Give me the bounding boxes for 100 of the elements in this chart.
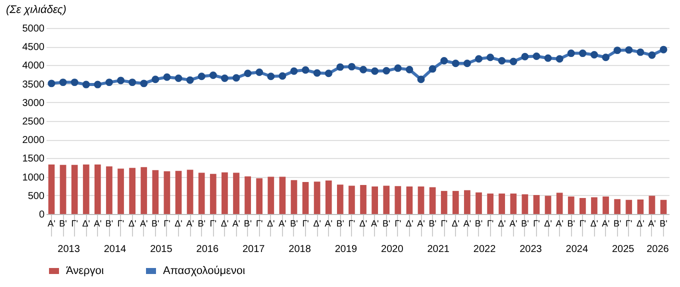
x-tick-label: Δ' (636, 218, 645, 228)
legend-label: Άνεργοι (66, 265, 104, 277)
point (614, 46, 622, 54)
point (313, 69, 321, 77)
x-tick-label: Δ' (406, 218, 414, 228)
bar (198, 172, 205, 214)
bar (164, 171, 170, 214)
point (220, 74, 228, 82)
bar (314, 182, 320, 214)
bar (348, 186, 355, 214)
point (394, 64, 402, 72)
point (128, 78, 136, 86)
bar (60, 164, 66, 214)
x-tick-label: Β' (290, 218, 298, 228)
text: 2022 (473, 244, 496, 255)
x-tick-label: Α' (48, 218, 56, 228)
x-tick-label: Γ' (71, 218, 78, 228)
text: 2017 (242, 244, 266, 255)
y-tick-label: 3000 (22, 98, 45, 109)
x-tick-label: Β' (521, 218, 530, 228)
x-tick-label: Δ' (590, 218, 598, 228)
point (371, 67, 379, 75)
point (267, 72, 275, 80)
point (140, 80, 148, 88)
x-tick-label: Γ' (302, 218, 310, 228)
y-tick-label: 4500 (22, 42, 45, 54)
x-tick-label: Δ' (313, 218, 322, 228)
bar (660, 200, 667, 214)
x-tick-label: Β' (660, 218, 668, 228)
bar (591, 197, 598, 214)
x-tick-label: Γ' (394, 218, 402, 228)
x-tick-label: Β' (198, 218, 206, 228)
point (417, 76, 425, 84)
x-tick-label: Β' (152, 218, 160, 228)
bar (71, 164, 78, 214)
bar (268, 176, 274, 214)
bar (325, 180, 332, 214)
point (625, 46, 633, 54)
text: 2024 (566, 244, 588, 255)
point (59, 78, 67, 86)
x-tick-label: Α' (140, 218, 148, 228)
legend-label: Απασχολούμενοι (163, 265, 246, 277)
point (94, 80, 102, 88)
bar (337, 184, 344, 214)
bar (602, 196, 609, 214)
point (590, 51, 598, 59)
x-tick-label: Α' (278, 218, 287, 228)
bar (533, 195, 540, 214)
bar (452, 190, 459, 214)
x-tick-label: Β' (382, 218, 391, 228)
bar (464, 190, 470, 214)
point (556, 55, 564, 63)
bar (360, 184, 366, 214)
x-tick-label: Δ' (359, 218, 368, 228)
x-tick-label: Β' (567, 218, 576, 228)
point (578, 50, 586, 58)
x-tick-label: Γ' (256, 218, 263, 228)
x-tick-label: Δ' (220, 218, 229, 228)
x-tick-label: Β' (336, 218, 344, 228)
point (186, 76, 194, 84)
bar (48, 164, 55, 214)
bar (394, 186, 402, 214)
x-tick-label: Δ' (498, 218, 506, 228)
bar (440, 190, 448, 214)
point (636, 48, 644, 56)
point (70, 78, 78, 86)
text: 2023 (520, 244, 542, 255)
bar (580, 198, 586, 214)
point (602, 54, 610, 62)
x-tick-label: Γ' (210, 218, 217, 228)
bar (544, 196, 552, 214)
point (406, 66, 414, 74)
bar (233, 172, 240, 214)
bar (648, 196, 656, 214)
point (498, 57, 506, 64)
bar (556, 192, 563, 214)
x-tick-label: Γ' (533, 218, 540, 228)
text: 2015 (150, 244, 173, 255)
x-tick-label: Δ' (174, 218, 183, 228)
text: 2025 (612, 244, 635, 255)
x-tick-label: Α' (370, 218, 379, 228)
point (475, 55, 482, 63)
x-tick-label: Δ' (128, 218, 136, 228)
point (440, 57, 448, 64)
y-tick-label: 0 (38, 210, 45, 220)
point (452, 60, 460, 68)
x-tick-label: Γ' (164, 218, 171, 228)
point (532, 52, 540, 60)
y-tick-label: 2000 (22, 135, 45, 146)
bar (152, 170, 159, 214)
bar (522, 194, 528, 214)
point (302, 66, 310, 74)
bar (498, 194, 506, 214)
point (48, 80, 56, 88)
bar (302, 182, 309, 214)
bar (626, 200, 632, 214)
chart-title: (Σε χιλιάδες) (6, 4, 67, 16)
bar (175, 170, 182, 214)
text: 2013 (58, 244, 80, 255)
bar (418, 186, 424, 214)
